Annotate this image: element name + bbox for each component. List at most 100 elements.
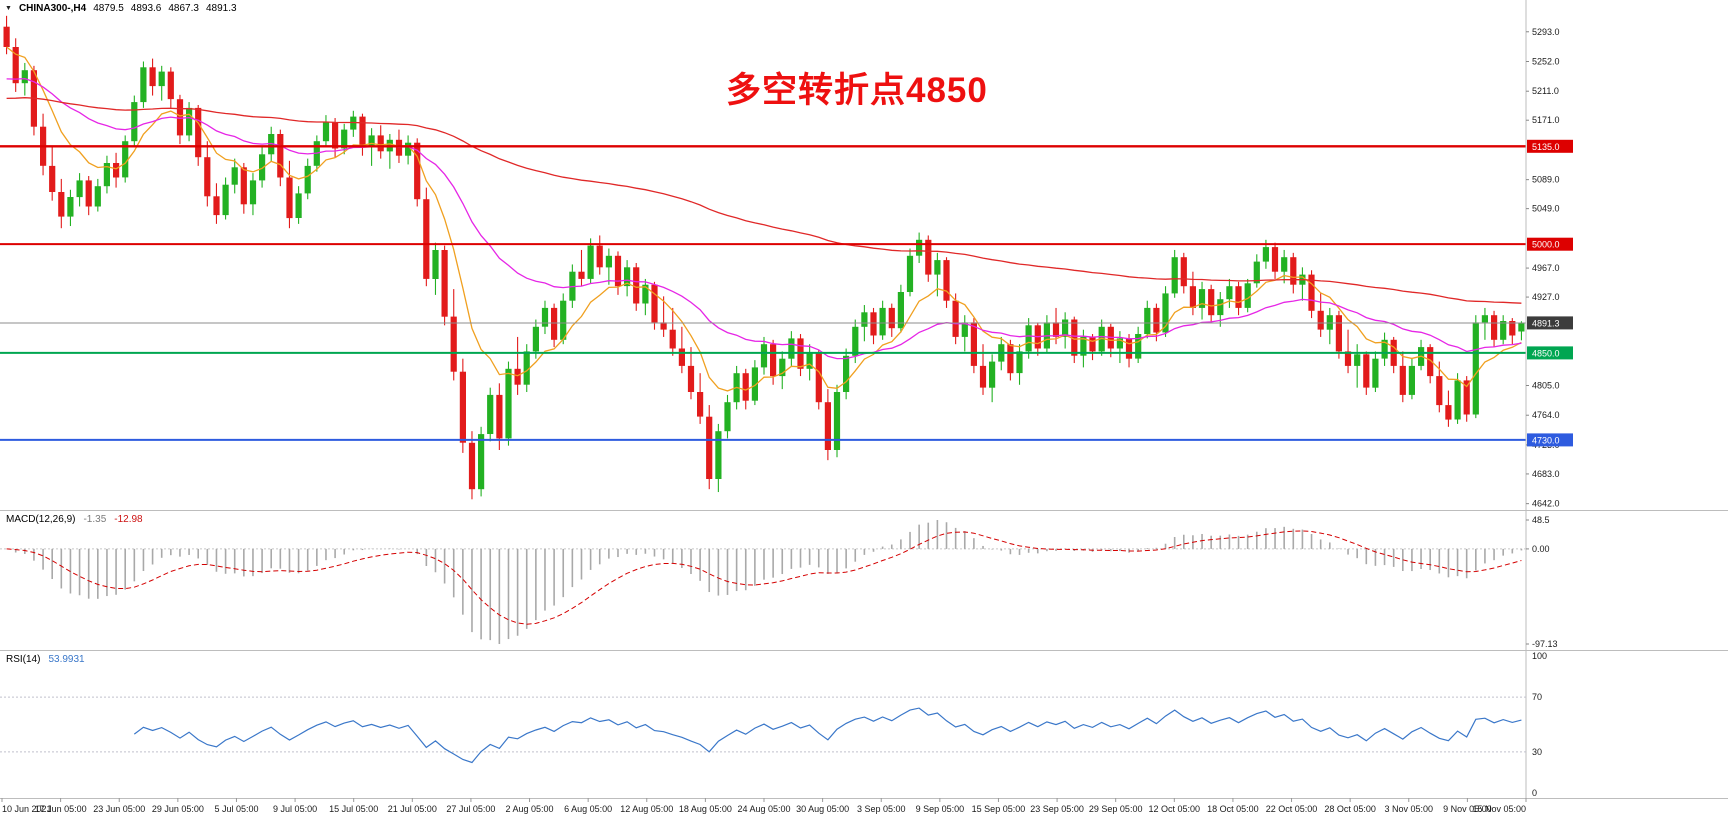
candle-body: [1399, 365, 1406, 395]
candle-body: [1344, 351, 1352, 366]
candle-body: [651, 284, 658, 323]
candle-body: [833, 392, 841, 450]
candle-body: [195, 107, 202, 158]
candle-body: [1445, 405, 1452, 420]
price-badge: [1527, 433, 1573, 447]
candle-body: [1509, 321, 1516, 336]
candle-body: [1016, 351, 1023, 374]
date-label: 3 Sep 05:00: [857, 804, 906, 814]
candle-body: [605, 255, 612, 268]
ohlc-low-value: 4867.3: [168, 3, 199, 14]
date-label: 17 Jun 05:00: [35, 804, 87, 814]
candle-body: [286, 177, 293, 219]
candle-body: [806, 352, 813, 369]
candle-body: [1235, 286, 1242, 308]
date-label: 22 Oct 05:00: [1266, 804, 1318, 814]
candle-body: [405, 142, 412, 156]
candle-body: [970, 322, 977, 366]
candle-body: [861, 312, 868, 327]
candle-body: [1281, 257, 1288, 272]
candle-body: [94, 186, 101, 207]
macd-scale-zero: 0.00: [1532, 544, 1550, 554]
price-tick-label: 4927.0: [1532, 292, 1560, 302]
price-tick-label: 5293.0: [1532, 27, 1560, 37]
candle-body: [1500, 321, 1507, 340]
candle-body: [85, 180, 92, 207]
candle-body: [697, 392, 704, 417]
candle-body: [1007, 344, 1014, 374]
candle-body: [12, 47, 19, 84]
candle-body: [423, 199, 430, 279]
rsi-indicator-header: RSI(14) 53.9931: [6, 654, 85, 665]
candle-body: [1135, 334, 1142, 359]
rsi-panel: 100 70 30 0: [0, 651, 1547, 798]
macd-signal-line: [6, 530, 1522, 625]
candle-body: [541, 307, 549, 327]
candle-body: [432, 250, 439, 279]
price-badge: [1527, 346, 1573, 360]
candle-body: [377, 135, 384, 152]
candle-body: [1253, 261, 1260, 284]
candle-body: [1180, 257, 1187, 287]
candle-body: [934, 260, 941, 275]
date-label: 28 Oct 05:00: [1324, 804, 1376, 814]
date-label: 24 Aug 05:00: [737, 804, 790, 814]
price-tick-label: 5089.0: [1532, 175, 1560, 185]
candle-body: [532, 326, 539, 352]
candle-body: [514, 368, 521, 385]
candle-body: [1080, 336, 1087, 356]
date-label: 9 Nov 05:00: [1443, 804, 1492, 814]
price-tick-label: 4764.0: [1532, 410, 1560, 420]
ma-line-mid-magenta: [6, 77, 1522, 360]
candle-body: [149, 67, 156, 87]
candle-body: [1162, 293, 1169, 333]
candle-body: [633, 267, 640, 304]
date-label: 12 Aug 05:00: [620, 804, 673, 814]
candle-body: [925, 239, 932, 275]
candle-body: [1335, 315, 1342, 352]
candle-body: [459, 371, 466, 443]
candle-body: [359, 116, 366, 147]
candle-body: [1071, 319, 1078, 356]
rsi-label: RSI(14): [6, 654, 41, 665]
rsi-line: [133, 707, 1522, 764]
price-badge-label: 4891.3: [1532, 318, 1560, 328]
candle-body: [21, 70, 28, 84]
price-tick-label: 5252.0: [1532, 56, 1560, 66]
candle-body: [551, 307, 558, 340]
candle-body: [1271, 247, 1279, 272]
candle-body: [1427, 347, 1434, 377]
candle-body: [788, 338, 795, 359]
candle-body: [1381, 339, 1388, 359]
candle-body: [1363, 354, 1370, 388]
candle-body: [213, 196, 220, 216]
candle-body: [295, 193, 302, 218]
candle-body: [1171, 257, 1178, 294]
price-badge: [1527, 237, 1573, 251]
candle-body: [888, 307, 895, 329]
candle-body: [131, 102, 138, 142]
candle-body: [1491, 315, 1498, 340]
date-label: 15 Nov 05:00: [1472, 804, 1526, 814]
ohlc-open-value: 4879.5: [93, 3, 124, 14]
candle-body: [1518, 322, 1525, 332]
candle-body: [122, 141, 129, 178]
price-tick-label: 5049.0: [1532, 204, 1560, 214]
macd-label: MACD(12,26,9): [6, 514, 76, 525]
candle-body: [916, 239, 923, 256]
candle-body: [943, 260, 950, 301]
candle-body: [304, 165, 311, 194]
chart-menu-icon[interactable]: ▼: [5, 4, 12, 12]
rsi-value: 53.9931: [48, 654, 85, 665]
candle-body: [560, 300, 567, 340]
candle-body: [824, 402, 831, 450]
candle-body: [240, 167, 247, 205]
candle-body: [815, 352, 822, 403]
candle-body: [770, 344, 777, 377]
candle-body: [249, 180, 257, 205]
candle-body: [669, 329, 676, 349]
ma-line-slow-red: [6, 97, 1522, 304]
candle-body: [1098, 326, 1105, 352]
date-label: 5 Jul 05:00: [214, 804, 258, 814]
